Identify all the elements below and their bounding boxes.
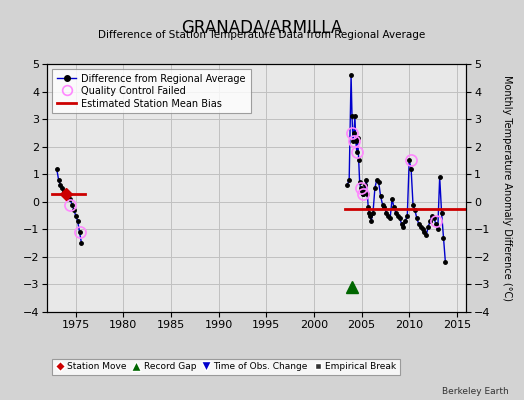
- Text: Difference of Station Temperature Data from Regional Average: Difference of Station Temperature Data f…: [99, 30, 425, 40]
- Y-axis label: Monthly Temperature Anomaly Difference (°C): Monthly Temperature Anomaly Difference (…: [501, 75, 511, 301]
- Text: GRANADA/ARMILLA: GRANADA/ARMILLA: [181, 18, 343, 36]
- Legend: Station Move, Record Gap, Time of Obs. Change, Empirical Break: Station Move, Record Gap, Time of Obs. C…: [52, 359, 400, 375]
- Text: Berkeley Earth: Berkeley Earth: [442, 387, 508, 396]
